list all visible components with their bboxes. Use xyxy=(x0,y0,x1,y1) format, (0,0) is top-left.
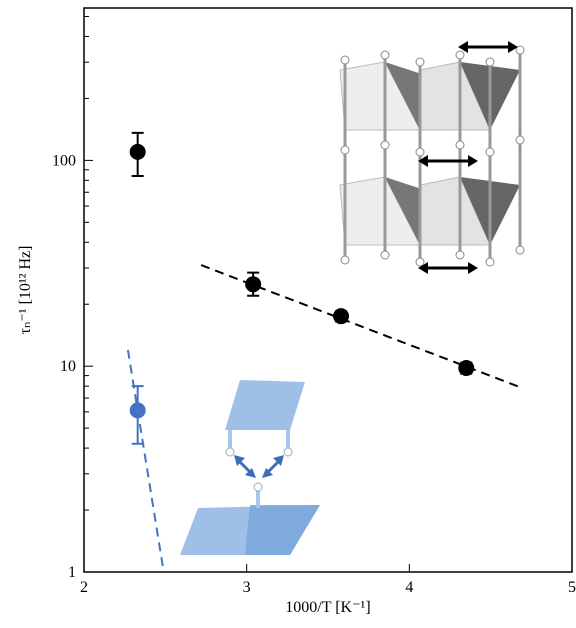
data-point xyxy=(129,143,146,160)
y-tick-label: 10 xyxy=(60,358,76,375)
data-point xyxy=(458,359,475,376)
octahedra-inset xyxy=(180,380,320,555)
y-tick-label: 1 xyxy=(68,564,76,581)
data-point xyxy=(333,308,350,325)
x-axis-label: 1000/T [K⁻¹] xyxy=(285,599,370,616)
y-tick-label: 100 xyxy=(52,152,76,169)
fit-line xyxy=(126,349,165,573)
x-tick-label: 4 xyxy=(405,579,413,596)
x-tick-label: 2 xyxy=(80,579,88,596)
x-tick-label: 5 xyxy=(568,579,576,596)
data-point xyxy=(129,402,146,419)
structure-inset xyxy=(339,41,525,274)
data-point xyxy=(245,276,262,293)
y-axis-label: τₙ⁻¹ [10¹² Hz] xyxy=(17,246,34,335)
plot-frame xyxy=(83,7,573,573)
x-tick-label: 3 xyxy=(243,579,251,596)
